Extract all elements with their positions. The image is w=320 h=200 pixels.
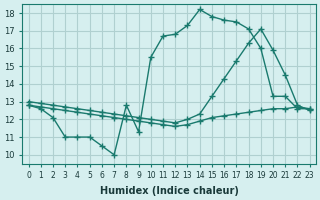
X-axis label: Humidex (Indice chaleur): Humidex (Indice chaleur) bbox=[100, 186, 239, 196]
